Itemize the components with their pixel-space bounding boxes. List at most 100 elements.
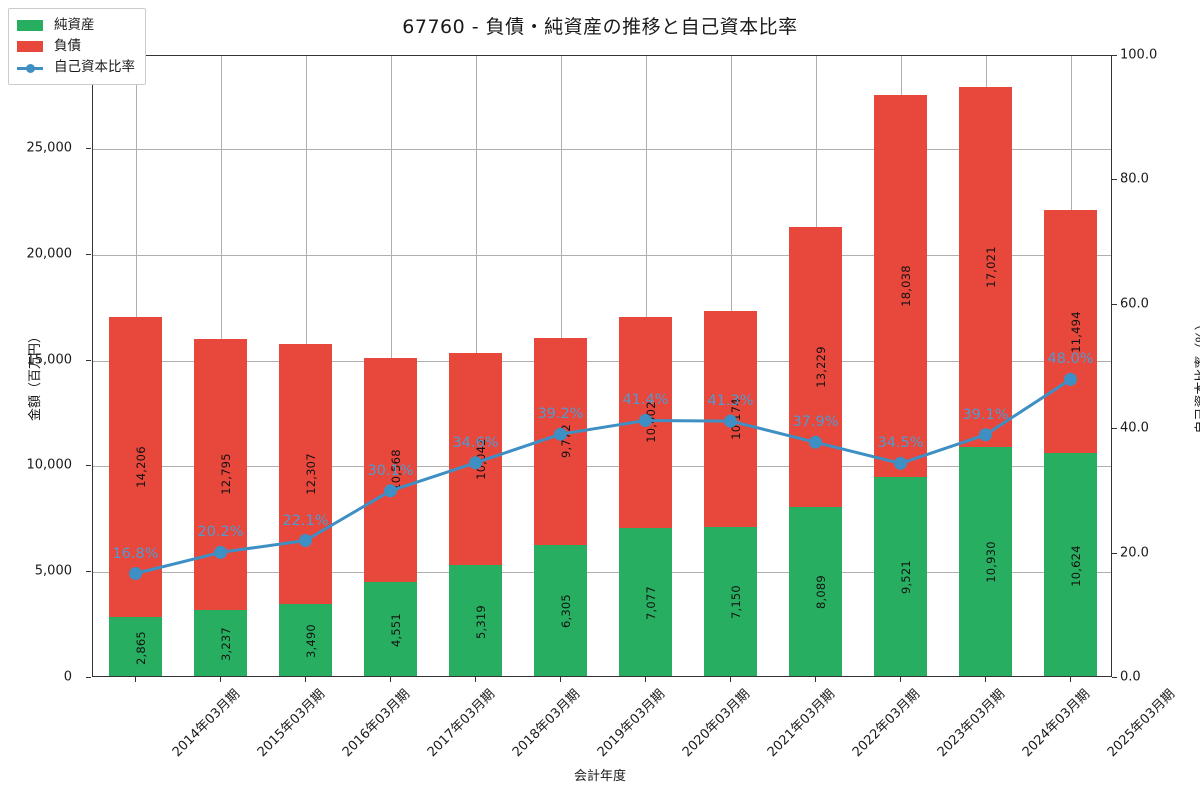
x-axis-tick-label: 2014年03月期 — [169, 686, 243, 761]
bar-segment-equity[interactable] — [109, 617, 162, 676]
bar-value-label-equity: 9,521 — [898, 560, 913, 595]
legend-line-marker-icon — [17, 61, 43, 74]
y-axis-right-tick-label: 40.0 — [1120, 420, 1149, 436]
bar-segment-equity[interactable] — [364, 581, 417, 676]
legend-color-swatch — [17, 41, 43, 52]
x-axis-tick-mark — [135, 677, 136, 682]
y-axis-left-tick-label: 15,000 — [26, 352, 73, 368]
x-axis-tick-label: 2018年03月期 — [509, 686, 583, 761]
y-axis-right-tick-mark — [1112, 428, 1117, 430]
x-axis-tick-mark — [900, 677, 901, 682]
ratio-value-label: 41.4% — [622, 392, 669, 409]
left-axis-title: 金額（百万円） — [28, 329, 44, 422]
x-axis-tick-label: 2017年03月期 — [424, 686, 498, 761]
chart-title: 67760 - 負債・純資産の推移と自己資本比率 — [402, 16, 798, 38]
x-axis-tick-mark — [305, 677, 306, 682]
ratio-value-label: 30.1% — [367, 462, 414, 479]
x-axis-tick-mark — [1070, 677, 1071, 682]
x-axis-tick-label: 2025年03月期 — [1104, 686, 1178, 761]
ratio-value-label: 41.3% — [707, 393, 754, 410]
x-axis-tick-mark — [475, 677, 476, 682]
y-axis-right-tick-mark — [1112, 552, 1117, 554]
x-axis-tick-mark — [390, 677, 391, 682]
ratio-value-label: 34.6% — [452, 434, 499, 451]
y-axis-left-tick-mark — [86, 359, 91, 361]
bar-value-label-equity: 4,551 — [388, 612, 403, 647]
bar-value-label-liability: 9,772 — [558, 424, 573, 459]
bar-value-label-liability: 12,307 — [303, 453, 318, 495]
x-axis-tick-mark — [560, 677, 561, 682]
y-axis-left-tick-mark — [86, 148, 91, 150]
chart-legend: 純資産負債自己資本比率 — [8, 8, 146, 85]
bar-value-label-equity: 2,865 — [133, 630, 148, 665]
gridline-horizontal — [93, 149, 1111, 151]
y-axis-right-tick-label: 0.0 — [1120, 669, 1141, 685]
bar-value-label-equity: 3,237 — [218, 626, 233, 661]
x-axis-title: 会計年度 — [573, 769, 626, 784]
ratio-value-label: 37.9% — [792, 414, 839, 431]
ratio-value-label: 39.1% — [962, 406, 1009, 423]
right-axis-title: 自己資本比率（%） — [1194, 317, 1200, 434]
y-axis-left-tick-mark — [86, 571, 91, 573]
bar-segment-equity[interactable] — [449, 565, 502, 676]
x-axis-tick-mark — [730, 677, 731, 682]
legend-item[interactable]: 自己資本比率 — [17, 57, 135, 78]
y-axis-right-tick-label: 100.0 — [1120, 47, 1158, 63]
x-axis-tick-label: 2016年03月期 — [339, 686, 413, 761]
x-axis-tick-mark — [645, 677, 646, 682]
bar-segment-equity[interactable] — [279, 604, 332, 676]
gridline-horizontal — [93, 254, 1111, 256]
bar-value-label-equity: 10,930 — [983, 541, 998, 584]
legend-item[interactable]: 純資産 — [17, 15, 135, 36]
x-axis-tick-label: 2022年03月期 — [849, 686, 923, 761]
bar-value-label-liability: 13,229 — [813, 346, 828, 388]
plot-inner: 2,865 14,206 3,237 12,795 3,490 12,307 4,551 10… — [93, 56, 1111, 676]
bar-value-label-liability: 14,206 — [133, 446, 148, 488]
ratio-value-label: 34.5% — [877, 435, 924, 452]
y-axis-left-tick-label: 5,000 — [34, 563, 72, 579]
y-axis-left-tick-mark — [86, 465, 91, 467]
bar-value-label-equity: 8,089 — [813, 575, 828, 610]
bar-value-label-liability: 17,021 — [983, 245, 998, 288]
legend-color-swatch — [17, 20, 43, 31]
y-axis-right-tick-label: 80.0 — [1120, 171, 1149, 187]
legend-item-label: 純資産 — [54, 16, 95, 33]
bar-value-label-liability: 18,038 — [898, 265, 913, 307]
legend-item-label: 自己資本比率 — [54, 58, 135, 75]
ratio-value-label: 48.0% — [1047, 351, 1094, 368]
ratio-value-label: 22.1% — [282, 512, 329, 529]
x-axis-tick-label: 2023年03月期 — [934, 686, 1008, 761]
y-axis-right-tick-mark — [1112, 303, 1117, 305]
bar-segment-equity[interactable] — [194, 609, 247, 676]
y-axis-right-tick-label: 20.0 — [1120, 545, 1149, 561]
bar-value-label-equity: 7,150 — [728, 585, 743, 620]
bar-value-label-liability: 12,795 — [218, 453, 233, 495]
ratio-value-label: 20.2% — [197, 524, 244, 541]
bar-value-label-liability: 11,494 — [1068, 310, 1083, 353]
x-axis-tick-label: 2021年03月期 — [764, 686, 838, 761]
y-axis-right-tick-label: 60.0 — [1120, 296, 1149, 312]
x-axis-tick-mark — [220, 677, 221, 682]
y-axis-left-tick-label: 10,000 — [26, 457, 73, 473]
bar-value-label-equity: 5,319 — [473, 604, 488, 639]
bar-value-label-equity: 6,305 — [558, 594, 573, 629]
y-axis-right-tick-mark — [1112, 677, 1117, 678]
bar-value-label-equity: 7,077 — [643, 586, 658, 621]
bar-value-label-equity: 10,624 — [1068, 544, 1083, 587]
x-axis-tick-label: 2015年03月期 — [254, 686, 328, 761]
plot-area: 2,865 14,206 3,237 12,795 3,490 12,307 4,551 10… — [92, 55, 1112, 677]
y-axis-left-tick-label: 25,000 — [26, 140, 73, 156]
x-axis-tick-label: 2024年03月期 — [1019, 686, 1093, 761]
ratio-value-label: 39.2% — [537, 406, 584, 423]
x-axis-tick-mark — [815, 677, 816, 682]
y-axis-left-tick-mark — [86, 677, 91, 678]
legend-item-label: 負債 — [54, 37, 81, 54]
y-axis-left-tick-mark — [86, 253, 91, 255]
x-axis-tick-label: 2019年03月期 — [594, 686, 668, 761]
y-axis-right-tick-mark — [1112, 55, 1117, 56]
legend-item[interactable]: 負債 — [17, 36, 135, 57]
x-axis-tick-label: 2020年03月期 — [679, 686, 753, 761]
ratio-value-label: 16.8% — [112, 545, 159, 562]
bar-value-label-equity: 3,490 — [303, 624, 318, 659]
